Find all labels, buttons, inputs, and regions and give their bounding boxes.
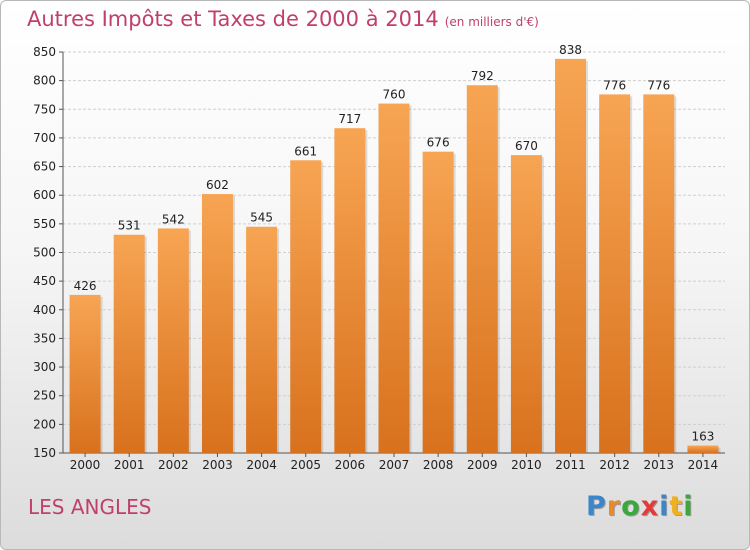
x-tick-label: 2000 <box>70 458 101 472</box>
bar <box>687 445 719 453</box>
data-label: 602 <box>206 178 229 192</box>
data-label: 792 <box>471 69 494 83</box>
y-tick-label: 850 <box>33 45 56 59</box>
bar <box>113 234 145 453</box>
bar <box>555 58 587 453</box>
y-tick-label: 700 <box>33 131 56 145</box>
x-tick-label: 2001 <box>114 458 145 472</box>
bar <box>643 94 675 454</box>
x-tick-label: 2007 <box>379 458 410 472</box>
y-tick-label: 350 <box>33 331 56 345</box>
data-label: 531 <box>118 219 141 233</box>
bar <box>69 294 101 453</box>
y-tick-label: 300 <box>33 360 56 374</box>
bar <box>290 160 322 453</box>
proxiti-logo[interactable]: Proxiti <box>586 491 694 522</box>
y-tick-label: 400 <box>33 303 56 317</box>
chart-title-text: Autres Impôts et Taxes de 2000 à 2014 <box>27 7 439 31</box>
logo-letter: i <box>659 491 670 522</box>
x-tick-label: 2005 <box>290 458 321 472</box>
x-tick-label: 2002 <box>158 458 189 472</box>
x-tick-label: 2009 <box>467 458 498 472</box>
unit-label: (en milliers d'€) <box>444 15 539 29</box>
x-tick-label: 2006 <box>335 458 366 472</box>
data-label: 838 <box>559 43 582 57</box>
y-tick-label: 650 <box>33 160 56 174</box>
data-label: 661 <box>294 144 317 158</box>
data-label: 717 <box>338 112 361 126</box>
bar <box>422 151 454 454</box>
bars <box>69 58 721 454</box>
commune-name: LES ANGLES <box>28 495 152 519</box>
data-label: 545 <box>250 211 273 225</box>
bar <box>599 94 631 454</box>
logo-letter: t <box>669 491 684 522</box>
data-label: 426 <box>74 279 97 293</box>
y-tick-label: 450 <box>33 274 56 288</box>
labels: 150 200 250 300 350 400 450 500 550 600 650 700 750 8… <box>33 43 718 472</box>
y-tick-label: 600 <box>33 188 56 202</box>
data-label: 776 <box>603 78 626 92</box>
data-label: 676 <box>427 136 450 150</box>
y-tick-label: 200 <box>33 417 56 431</box>
bar <box>201 194 233 453</box>
bar <box>334 128 366 453</box>
logo-letter: P <box>586 491 607 522</box>
x-tick-label: 2014 <box>688 458 719 472</box>
data-label: 542 <box>162 212 185 226</box>
x-tick-label: 2004 <box>246 458 277 472</box>
logo-letter: i <box>683 491 694 522</box>
bar <box>466 85 498 454</box>
x-tick-label: 2003 <box>202 458 233 472</box>
x-tick-label: 2010 <box>511 458 542 472</box>
y-tick-label: 250 <box>33 389 56 403</box>
x-tick-label: 2012 <box>599 458 630 472</box>
data-label: 163 <box>691 430 714 444</box>
x-tick-label: 2013 <box>644 458 675 472</box>
data-label: 760 <box>383 88 406 102</box>
bar <box>378 103 410 454</box>
y-tick-label: 800 <box>33 74 56 88</box>
y-tick-label: 750 <box>33 102 56 116</box>
x-tick-label: 2011 <box>555 458 586 472</box>
data-label: 776 <box>647 78 670 92</box>
x-tick-label: 2008 <box>423 458 454 472</box>
chart-title: Autres Impôts et Taxes de 2000 à 2014 (en… <box>27 7 539 31</box>
bar <box>246 226 278 453</box>
logo-letter: r <box>606 491 622 522</box>
y-tick-label: 550 <box>33 217 56 231</box>
logo-letter: o <box>621 491 641 522</box>
y-tick-label: 500 <box>33 246 56 260</box>
bar <box>157 228 189 453</box>
logo-letter: x <box>640 491 660 522</box>
bar <box>510 155 542 453</box>
data-label: 670 <box>515 139 538 153</box>
y-tick-label: 150 <box>33 446 56 460</box>
